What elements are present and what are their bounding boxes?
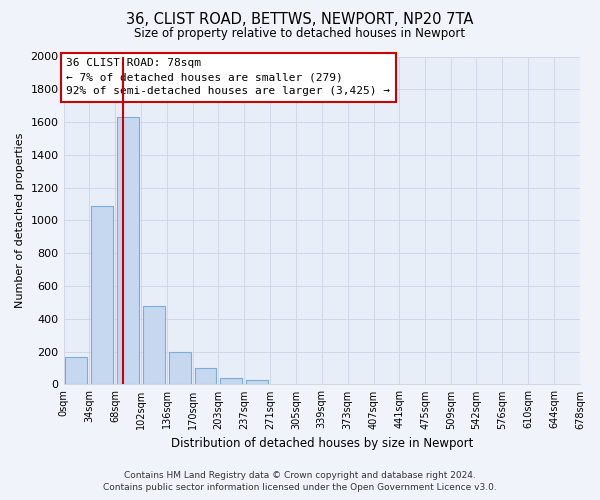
Bar: [169, 352, 191, 384]
X-axis label: Distribution of detached houses by size in Newport: Distribution of detached houses by size …: [170, 437, 473, 450]
Bar: [143, 306, 165, 384]
Bar: [246, 380, 268, 384]
Text: 36 CLIST ROAD: 78sqm
← 7% of detached houses are smaller (279)
92% of semi-detac: 36 CLIST ROAD: 78sqm ← 7% of detached ho…: [66, 58, 390, 96]
Text: Contains HM Land Registry data © Crown copyright and database right 2024.
Contai: Contains HM Land Registry data © Crown c…: [103, 471, 497, 492]
Y-axis label: Number of detached properties: Number of detached properties: [15, 133, 25, 308]
Text: Size of property relative to detached houses in Newport: Size of property relative to detached ho…: [134, 28, 466, 40]
Bar: [195, 368, 216, 384]
Bar: [220, 378, 242, 384]
Bar: [91, 206, 113, 384]
Bar: [117, 117, 139, 384]
Bar: [65, 356, 88, 384]
Text: 36, CLIST ROAD, BETTWS, NEWPORT, NP20 7TA: 36, CLIST ROAD, BETTWS, NEWPORT, NP20 7T…: [127, 12, 473, 28]
